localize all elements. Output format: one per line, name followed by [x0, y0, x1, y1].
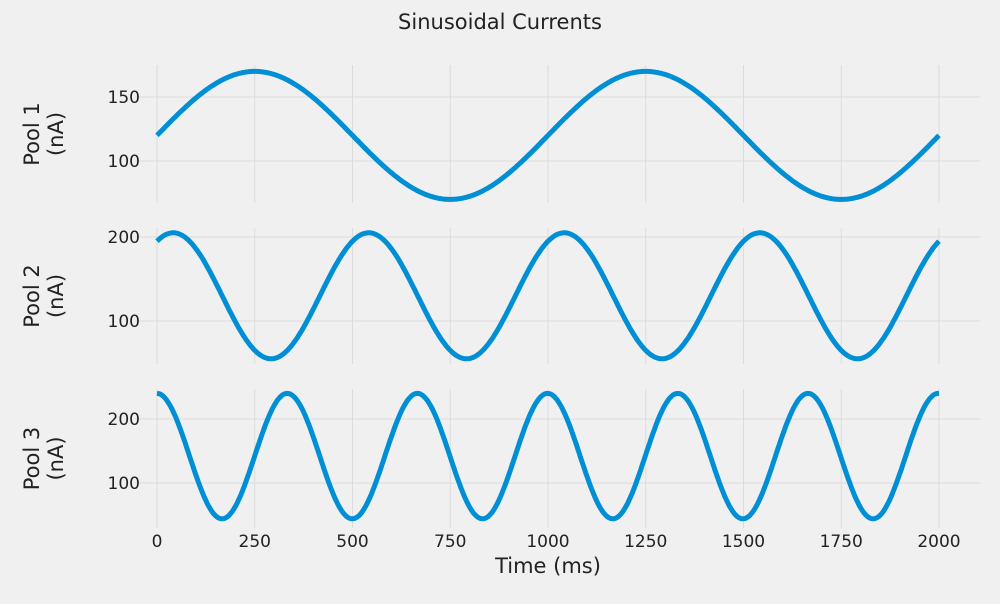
y-axis-label: (nA) [44, 112, 68, 156]
x-tick-label: 2000 [917, 532, 960, 552]
panel-1: 100 150 Pool 1 (nA) [20, 65, 980, 203]
x-axis-label: Time (ms) [494, 554, 601, 578]
chart-title: Sinusoidal Currents [398, 10, 602, 34]
x-tick-label: 0 [152, 532, 163, 552]
x-tick-label: 1500 [722, 532, 765, 552]
panel-3: 100 200 Pool 3 (nA) [20, 389, 980, 528]
series-line [156, 390, 939, 522]
y-tick-label: 100 [108, 474, 140, 494]
series-line [155, 230, 941, 362]
y-axis-label: Pool 3 [20, 427, 44, 490]
y-axis-label: (nA) [44, 274, 68, 318]
x-tick-label: 250 [239, 532, 271, 552]
y-axis-label: Pool 1 [20, 102, 44, 165]
y-tick-label: 200 [108, 228, 140, 248]
y-axis-label: Pool 2 [20, 264, 44, 327]
x-tick-label: 750 [434, 532, 466, 552]
x-tick-label: 1000 [526, 532, 569, 552]
series-line [155, 68, 941, 202]
x-tick-label: 1250 [624, 532, 667, 552]
x-tick-label: 500 [336, 532, 368, 552]
y-tick-label: 100 [108, 312, 140, 332]
y-tick-label: 100 [108, 152, 140, 172]
y-axis-label: (nA) [44, 436, 68, 480]
y-tick-label: 150 [108, 88, 140, 108]
y-tick-label: 200 [108, 410, 140, 430]
x-tick-label: 1750 [820, 532, 863, 552]
panel-2: 100 200 Pool 2 (nA) [20, 228, 980, 364]
